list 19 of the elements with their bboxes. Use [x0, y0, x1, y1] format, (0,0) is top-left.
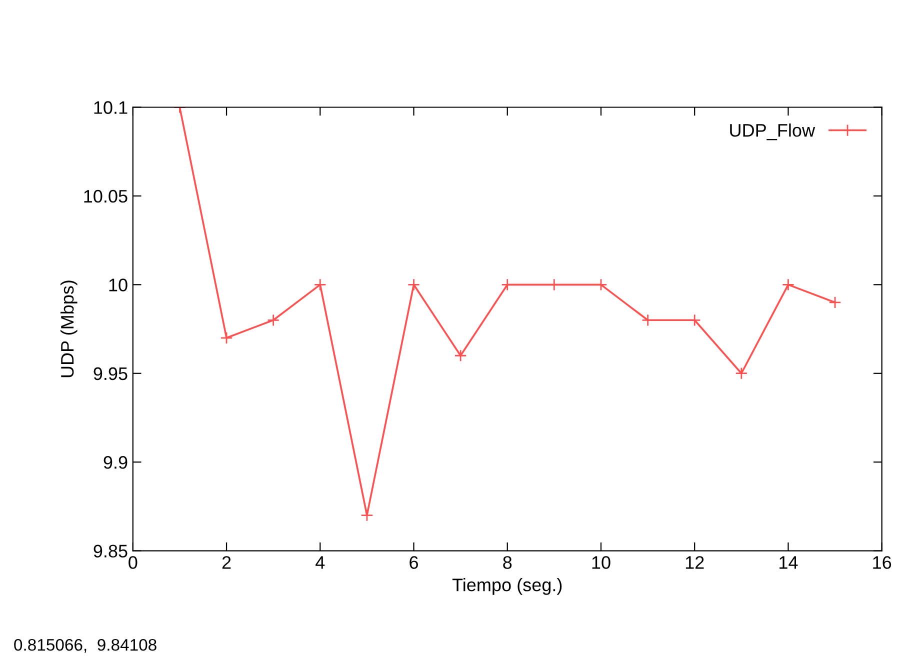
x-tick-label: 14	[780, 556, 798, 569]
x-axis-title: Tiempo (seg.)	[452, 578, 562, 595]
x-tick-label: 12	[686, 556, 704, 569]
legend-label: UDP_Flow	[730, 123, 816, 140]
x-tick-label: 8	[503, 556, 512, 569]
x-tick-label: 2	[222, 556, 231, 569]
y-tick-label: 9.85	[94, 544, 128, 558]
x-tick-label: 4	[316, 556, 325, 569]
y-tick-label: 10.05	[84, 190, 128, 203]
x-tick-label: 10	[592, 556, 610, 569]
x-tick-label: 0	[128, 556, 138, 569]
y-tick-label: 10	[109, 278, 128, 292]
text: 0.815066, 9.84108	[14, 638, 156, 653]
y-axis-title: UDP (Mbps)	[60, 280, 78, 378]
x-tick-label: 16	[873, 556, 892, 569]
y-tick-label: 9.95	[94, 367, 128, 380]
y-tick-label: 10.1	[94, 101, 128, 114]
x-tick-label: 6	[410, 556, 418, 569]
y-tick-label: 9.9	[104, 456, 128, 469]
